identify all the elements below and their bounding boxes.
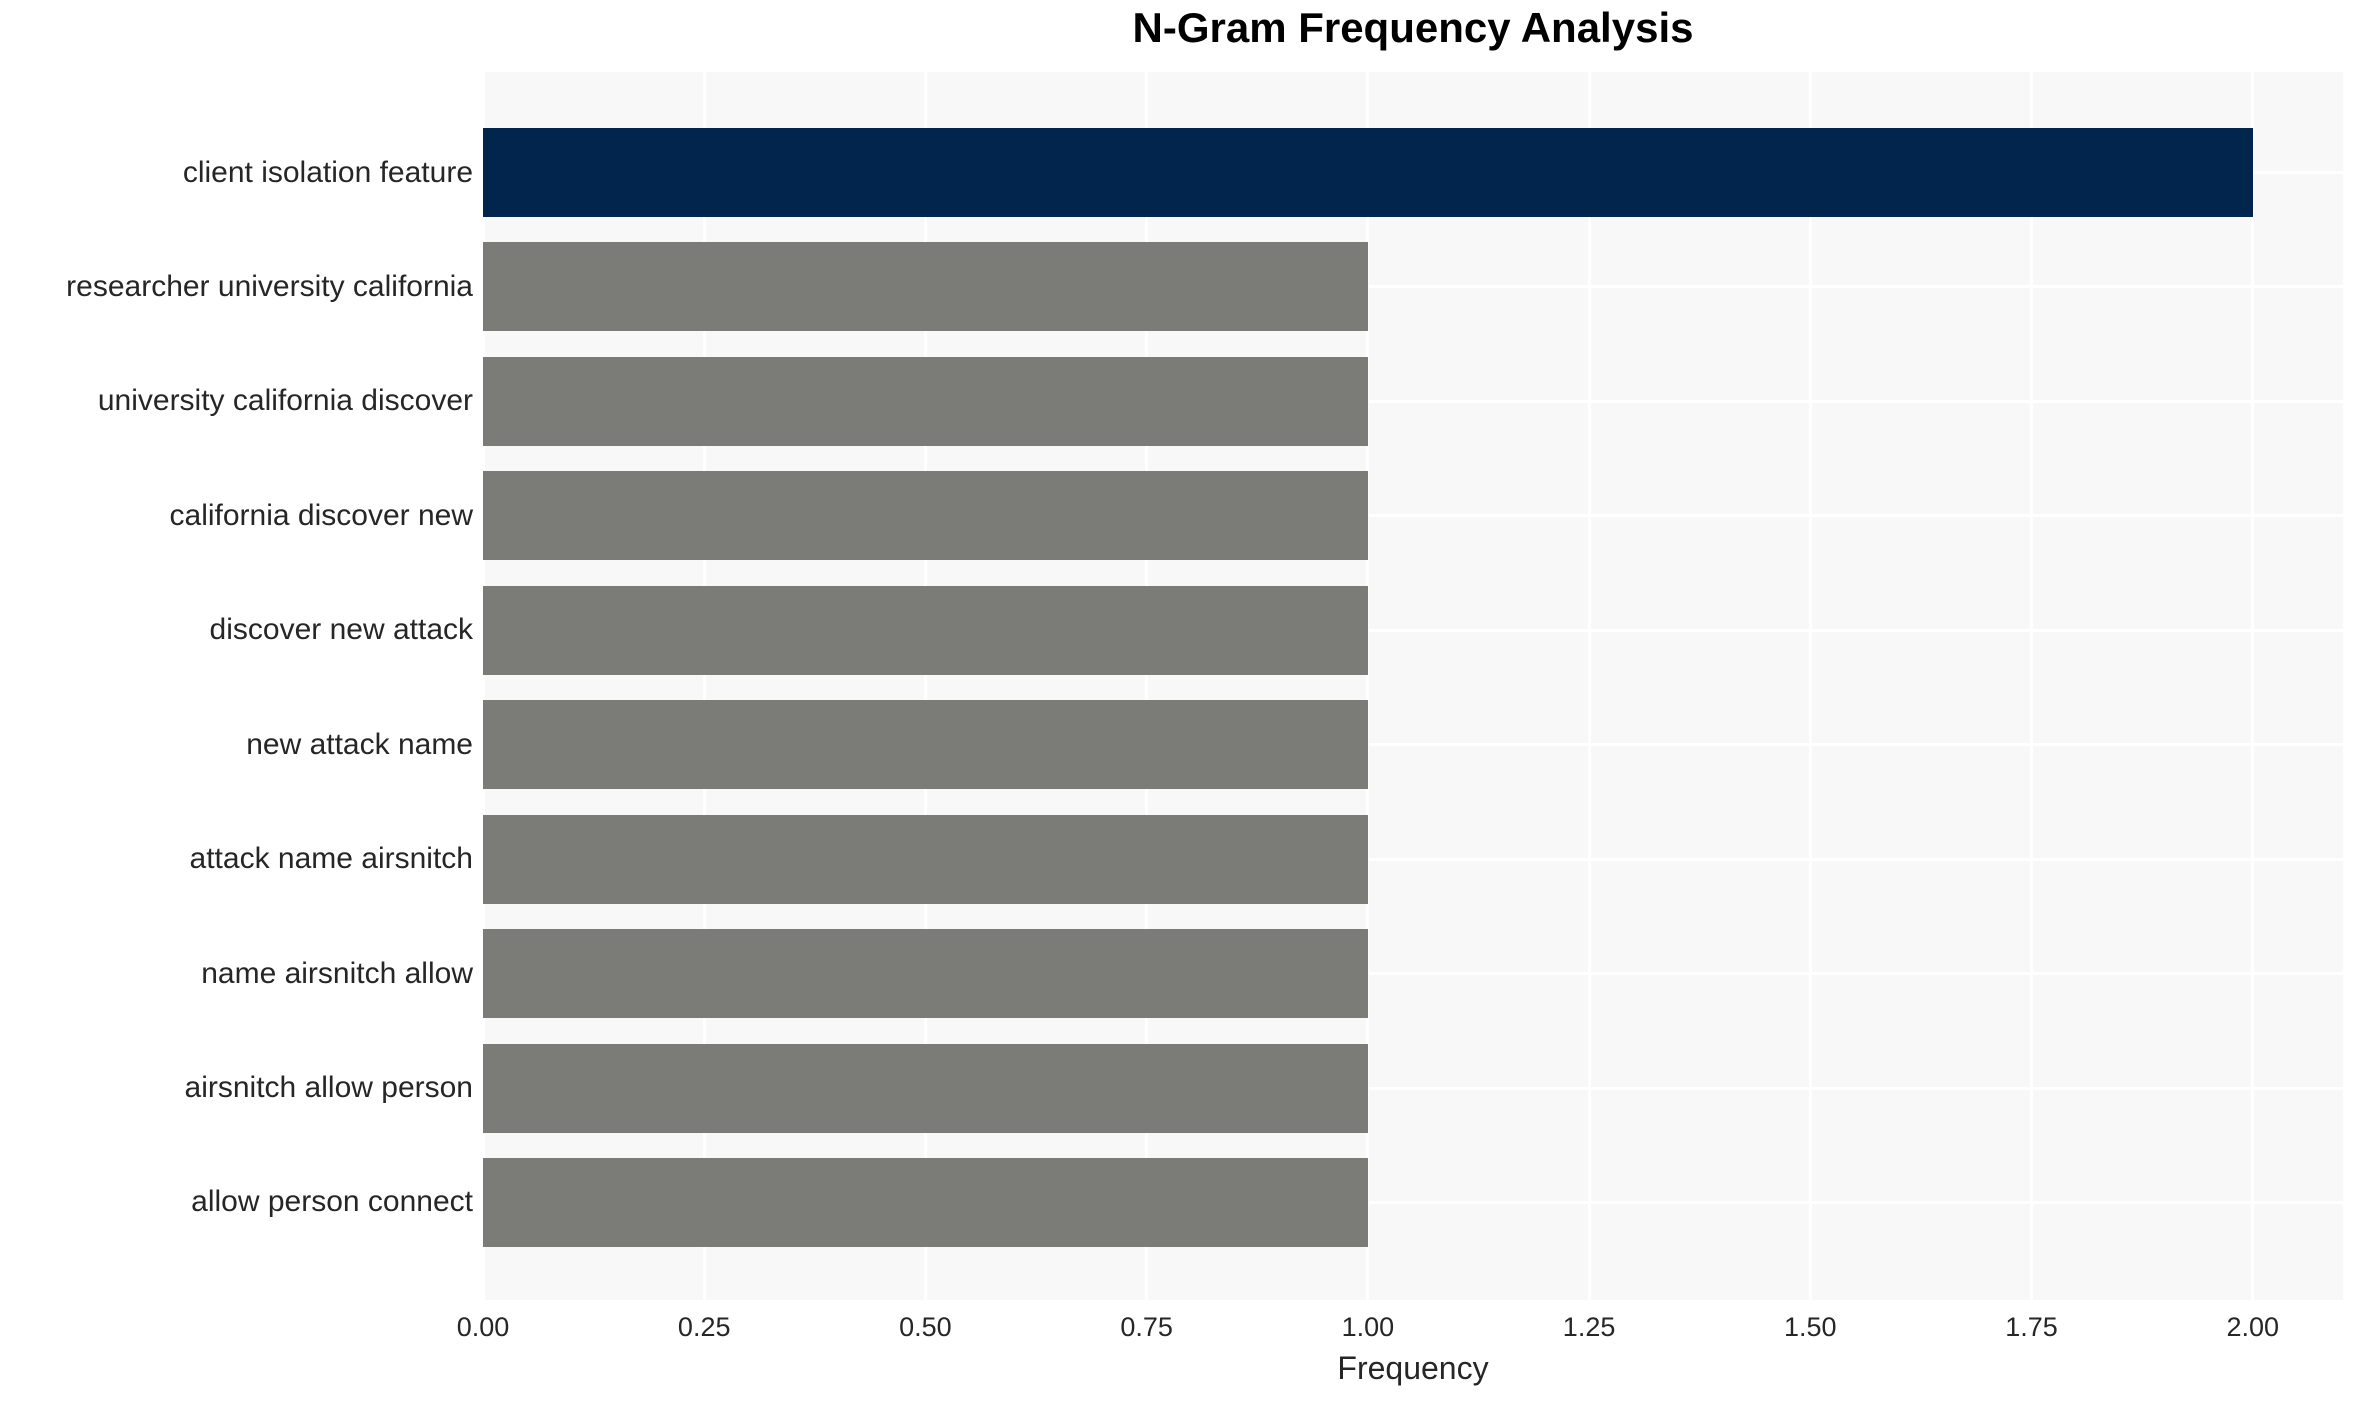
gridline-horizontal: [483, 743, 2343, 747]
plot-area: [481, 72, 2343, 1300]
gridline-vertical: [481, 72, 485, 1300]
bar-discover-new-attack: [483, 585, 1368, 675]
gridline-horizontal: [483, 972, 2343, 976]
bar-attack-name-airsnitch: [483, 814, 1368, 904]
bar-california-discover-new: [483, 471, 1368, 561]
x-tick-label: 1.50: [1784, 1312, 1837, 1342]
gridline-vertical: [2251, 72, 2255, 1300]
x-tick-label: 0.25: [677, 1312, 731, 1342]
bar-allow-person-connect: [483, 1157, 1368, 1247]
gridline-vertical: [1145, 72, 1149, 1300]
y-axis-label: california discover new: [169, 498, 473, 532]
gridline-horizontal: [483, 285, 2343, 289]
gridline-horizontal: [483, 1200, 2343, 1204]
y-axis-label: attack name airsnitch: [189, 842, 473, 876]
chart-title: N-Gram Frequency Analysis: [1132, 4, 1694, 51]
gridline-vertical: [702, 72, 706, 1300]
x-tick-label: 0.75: [1120, 1312, 1173, 1342]
bar-new-attack-name: [483, 700, 1368, 790]
gridline-vertical: [2030, 72, 2034, 1300]
gridline-vertical: [923, 72, 927, 1300]
gridline-horizontal: [483, 857, 2343, 861]
y-axis-label: new attack name: [246, 727, 473, 761]
x-tick-label: 0.00: [456, 1312, 510, 1342]
y-axis-label: discover new attack: [209, 613, 473, 647]
y-axis-label: researcher university california: [66, 269, 473, 303]
x-tick-label: 2.00: [2226, 1312, 2280, 1342]
y-axis-label: university california discover: [97, 384, 473, 418]
bar-name-airsnitch-allow: [483, 929, 1368, 1019]
x-tick-label: 1.75: [2005, 1312, 2058, 1342]
gridline-horizontal: [483, 514, 2343, 518]
x-tick-label: 1.25: [1562, 1312, 1616, 1342]
gridline-vertical: [1587, 72, 1591, 1300]
x-tick-label: 1.00: [1341, 1312, 1395, 1342]
gridline-horizontal: [483, 628, 2343, 632]
x-axis-title: Frequency: [1337, 1350, 1489, 1386]
gridline-vertical: [1808, 72, 1812, 1300]
bar-client-isolation-feature: [483, 128, 2253, 217]
y-axis-label: airsnitch allow person: [184, 1071, 473, 1105]
gridline-horizontal: [483, 399, 2343, 403]
y-axis-label: allow person connect: [191, 1185, 473, 1219]
gridline-vertical: [1366, 72, 1370, 1300]
bar-university-california-discover: [483, 356, 1368, 446]
x-tick-label: 0.50: [899, 1312, 952, 1342]
y-axis-label: client isolation feature: [182, 155, 473, 189]
y-axis-label: name airsnitch allow: [201, 956, 473, 990]
bar-airsnitch-allow-person: [483, 1043, 1368, 1133]
bar-researcher-university-california: [483, 242, 1368, 332]
gridline-horizontal: [483, 1086, 2343, 1090]
